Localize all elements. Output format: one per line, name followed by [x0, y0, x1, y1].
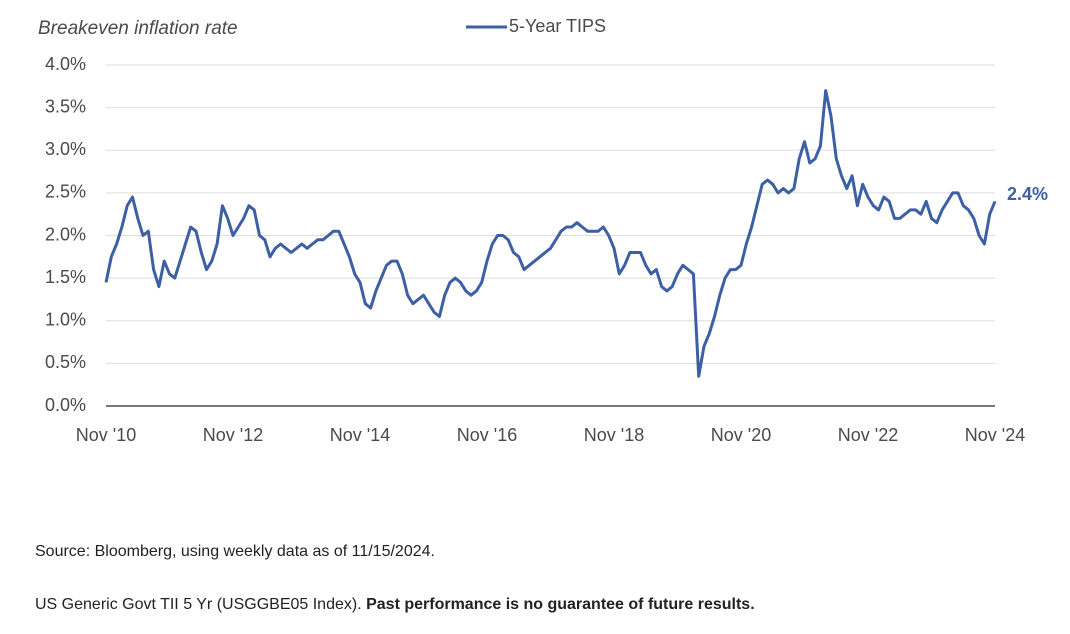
y-tick-label: 2.5%	[45, 182, 86, 202]
x-tick-label: Nov '10	[76, 425, 136, 445]
source-note: Source: Bloomberg, using weekly data as …	[35, 543, 435, 560]
y-tick-label: 3.0%	[45, 139, 86, 159]
y-tick-label: 4.0%	[45, 54, 86, 74]
series-line	[104, 89, 997, 378]
index-note: US Generic Govt TII 5 Yr (USGGBE05 Index…	[35, 596, 755, 614]
y-tick-label: 1.0%	[45, 310, 86, 330]
x-tick-label: Nov '22	[838, 425, 898, 445]
y-tick-label: 2.0%	[45, 224, 86, 244]
y-tick-label: 0.0%	[45, 395, 86, 415]
end-label: 2.4%	[1007, 184, 1048, 204]
disclaimer: Past performance is no guarantee of futu…	[366, 596, 755, 613]
x-tick-label: Nov '16	[457, 425, 517, 445]
y-tick-label: 3.5%	[45, 96, 86, 116]
legend-label: 5-Year TIPS	[509, 16, 606, 36]
x-tick-label: Nov '20	[711, 425, 771, 445]
note: US Generic Govt TII 5 Yr (USGGBE05 Index…	[35, 596, 362, 613]
x-tick-label: Nov '14	[330, 425, 390, 445]
x-tick-label: Nov '24	[965, 425, 1025, 445]
chart-title: Breakeven inflation rate	[38, 18, 238, 39]
x-tick-label: Nov '18	[584, 425, 644, 445]
y-tick-label: 1.5%	[45, 267, 86, 287]
y-tick-label: 0.5%	[45, 352, 86, 372]
chart: Breakeven inflation rate 0.0% 0.5% 1.0% 1.5…	[38, 16, 1048, 445]
x-tick-label: Nov '12	[203, 425, 263, 445]
